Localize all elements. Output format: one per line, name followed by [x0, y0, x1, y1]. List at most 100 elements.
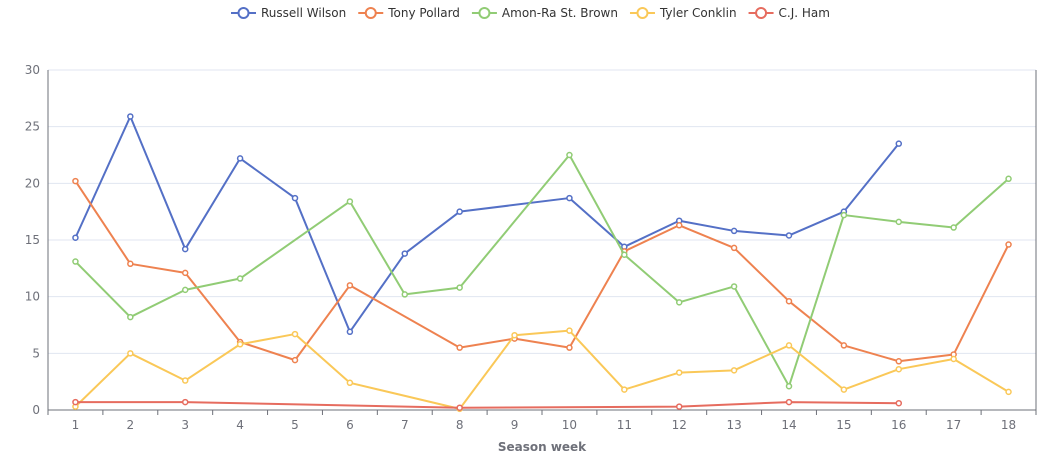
legend-marker-icon	[478, 7, 491, 19]
y-tick-label: 10	[25, 290, 40, 304]
x-tick-label: 18	[1001, 418, 1016, 432]
data-point	[401, 250, 409, 257]
x-tick-label: 14	[781, 418, 796, 432]
data-point	[456, 344, 463, 351]
data-point	[1005, 241, 1012, 248]
legend-marker-icon	[237, 7, 250, 19]
y-tick-label: 15	[25, 233, 40, 247]
legend[interactable]: Russell Wilson Tony Pollard Amon-Ra St. Br…	[231, 6, 830, 20]
series-line	[75, 401, 899, 409]
data-point	[127, 113, 134, 120]
data-point	[785, 398, 793, 406]
series	[72, 398, 903, 411]
data-point	[950, 224, 957, 231]
y-tick-label: 30	[25, 63, 40, 77]
data-point	[840, 386, 848, 393]
legend-marker-icon	[636, 7, 649, 19]
data-point	[785, 297, 793, 305]
data-point	[1005, 388, 1012, 396]
data-point	[785, 232, 793, 239]
data-point	[346, 282, 354, 289]
x-tick-label: 3	[181, 418, 189, 432]
data-point	[1005, 175, 1012, 183]
x-tick-label: 16	[891, 418, 906, 432]
x-tick-label: 8	[456, 418, 464, 432]
data-point	[730, 283, 738, 290]
x-tick-label: 5	[291, 418, 299, 432]
x-tick-label: 13	[726, 418, 741, 432]
data-point	[181, 286, 189, 294]
series	[72, 151, 1012, 390]
data-point	[730, 244, 738, 252]
data-point	[346, 198, 354, 205]
data-point	[730, 227, 738, 235]
data-point	[127, 313, 134, 321]
data-point	[511, 331, 518, 339]
data-point	[840, 342, 848, 349]
data-point	[181, 398, 189, 406]
data-point	[291, 194, 299, 202]
data-point	[236, 341, 244, 348]
data-point	[456, 404, 463, 411]
x-tick-label: 6	[346, 418, 354, 432]
data-point	[127, 350, 134, 357]
x-tick-label: 15	[836, 418, 851, 432]
data-point	[895, 140, 903, 147]
series-line	[74, 115, 900, 333]
data-point	[895, 358, 903, 365]
data-point	[346, 379, 354, 387]
data-point	[785, 382, 793, 390]
legend-label: Tyler Conklin	[659, 6, 737, 20]
x-tick-label: 2	[127, 418, 135, 432]
data-point	[72, 398, 79, 406]
x-tick-label: 12	[672, 418, 687, 432]
x-axis-title: Season week	[498, 440, 587, 454]
data-point	[621, 386, 628, 393]
data-point	[566, 344, 573, 351]
data-point	[895, 399, 903, 407]
series	[72, 177, 1012, 365]
data-point	[566, 151, 573, 159]
data-point	[840, 211, 848, 219]
y-tick-label: 25	[25, 120, 40, 134]
series	[72, 327, 1012, 413]
x-tick-label: 1	[72, 418, 80, 432]
legend-label: C.J. Ham	[779, 6, 830, 20]
data-point	[456, 284, 463, 291]
legend-marker-icon	[364, 7, 377, 19]
y-tick-label: 5	[32, 346, 40, 360]
legend-label: Tony Pollard	[387, 6, 460, 20]
data-point	[621, 251, 628, 258]
x-tick-label: 17	[946, 418, 961, 432]
legend-item[interactable]: Russell Wilson	[231, 6, 346, 20]
data-point	[401, 291, 409, 298]
legend-marker-icon	[755, 7, 768, 19]
data-point	[72, 177, 79, 185]
x-tick-label: 7	[401, 418, 409, 432]
series	[72, 113, 903, 336]
grid-lines	[48, 69, 1036, 354]
legend-item[interactable]: Amon-Ra St. Brown	[471, 6, 618, 20]
data-point	[72, 258, 79, 265]
data-point	[181, 377, 189, 384]
x-tick-label: 9	[511, 418, 519, 432]
x-tick-label: 11	[617, 418, 632, 432]
data-point	[291, 356, 299, 364]
data-point	[236, 155, 244, 162]
data-point	[127, 260, 134, 268]
legend-item[interactable]: Tyler Conklin	[629, 6, 737, 20]
x-tick-label: 4	[236, 418, 244, 432]
data-point	[236, 275, 244, 282]
y-tick-label: 20	[25, 176, 40, 190]
legend-item[interactable]: Tony Pollard	[358, 6, 460, 20]
legend-item[interactable]: C.J. Ham	[748, 6, 830, 20]
data-point	[895, 365, 903, 373]
data-point	[730, 367, 738, 374]
data-point	[566, 327, 573, 334]
series-layer	[72, 113, 1012, 413]
data-point	[785, 342, 793, 349]
legend-label: Amon-Ra St. Brown	[502, 6, 618, 20]
y-tick-label: 0	[32, 403, 40, 417]
